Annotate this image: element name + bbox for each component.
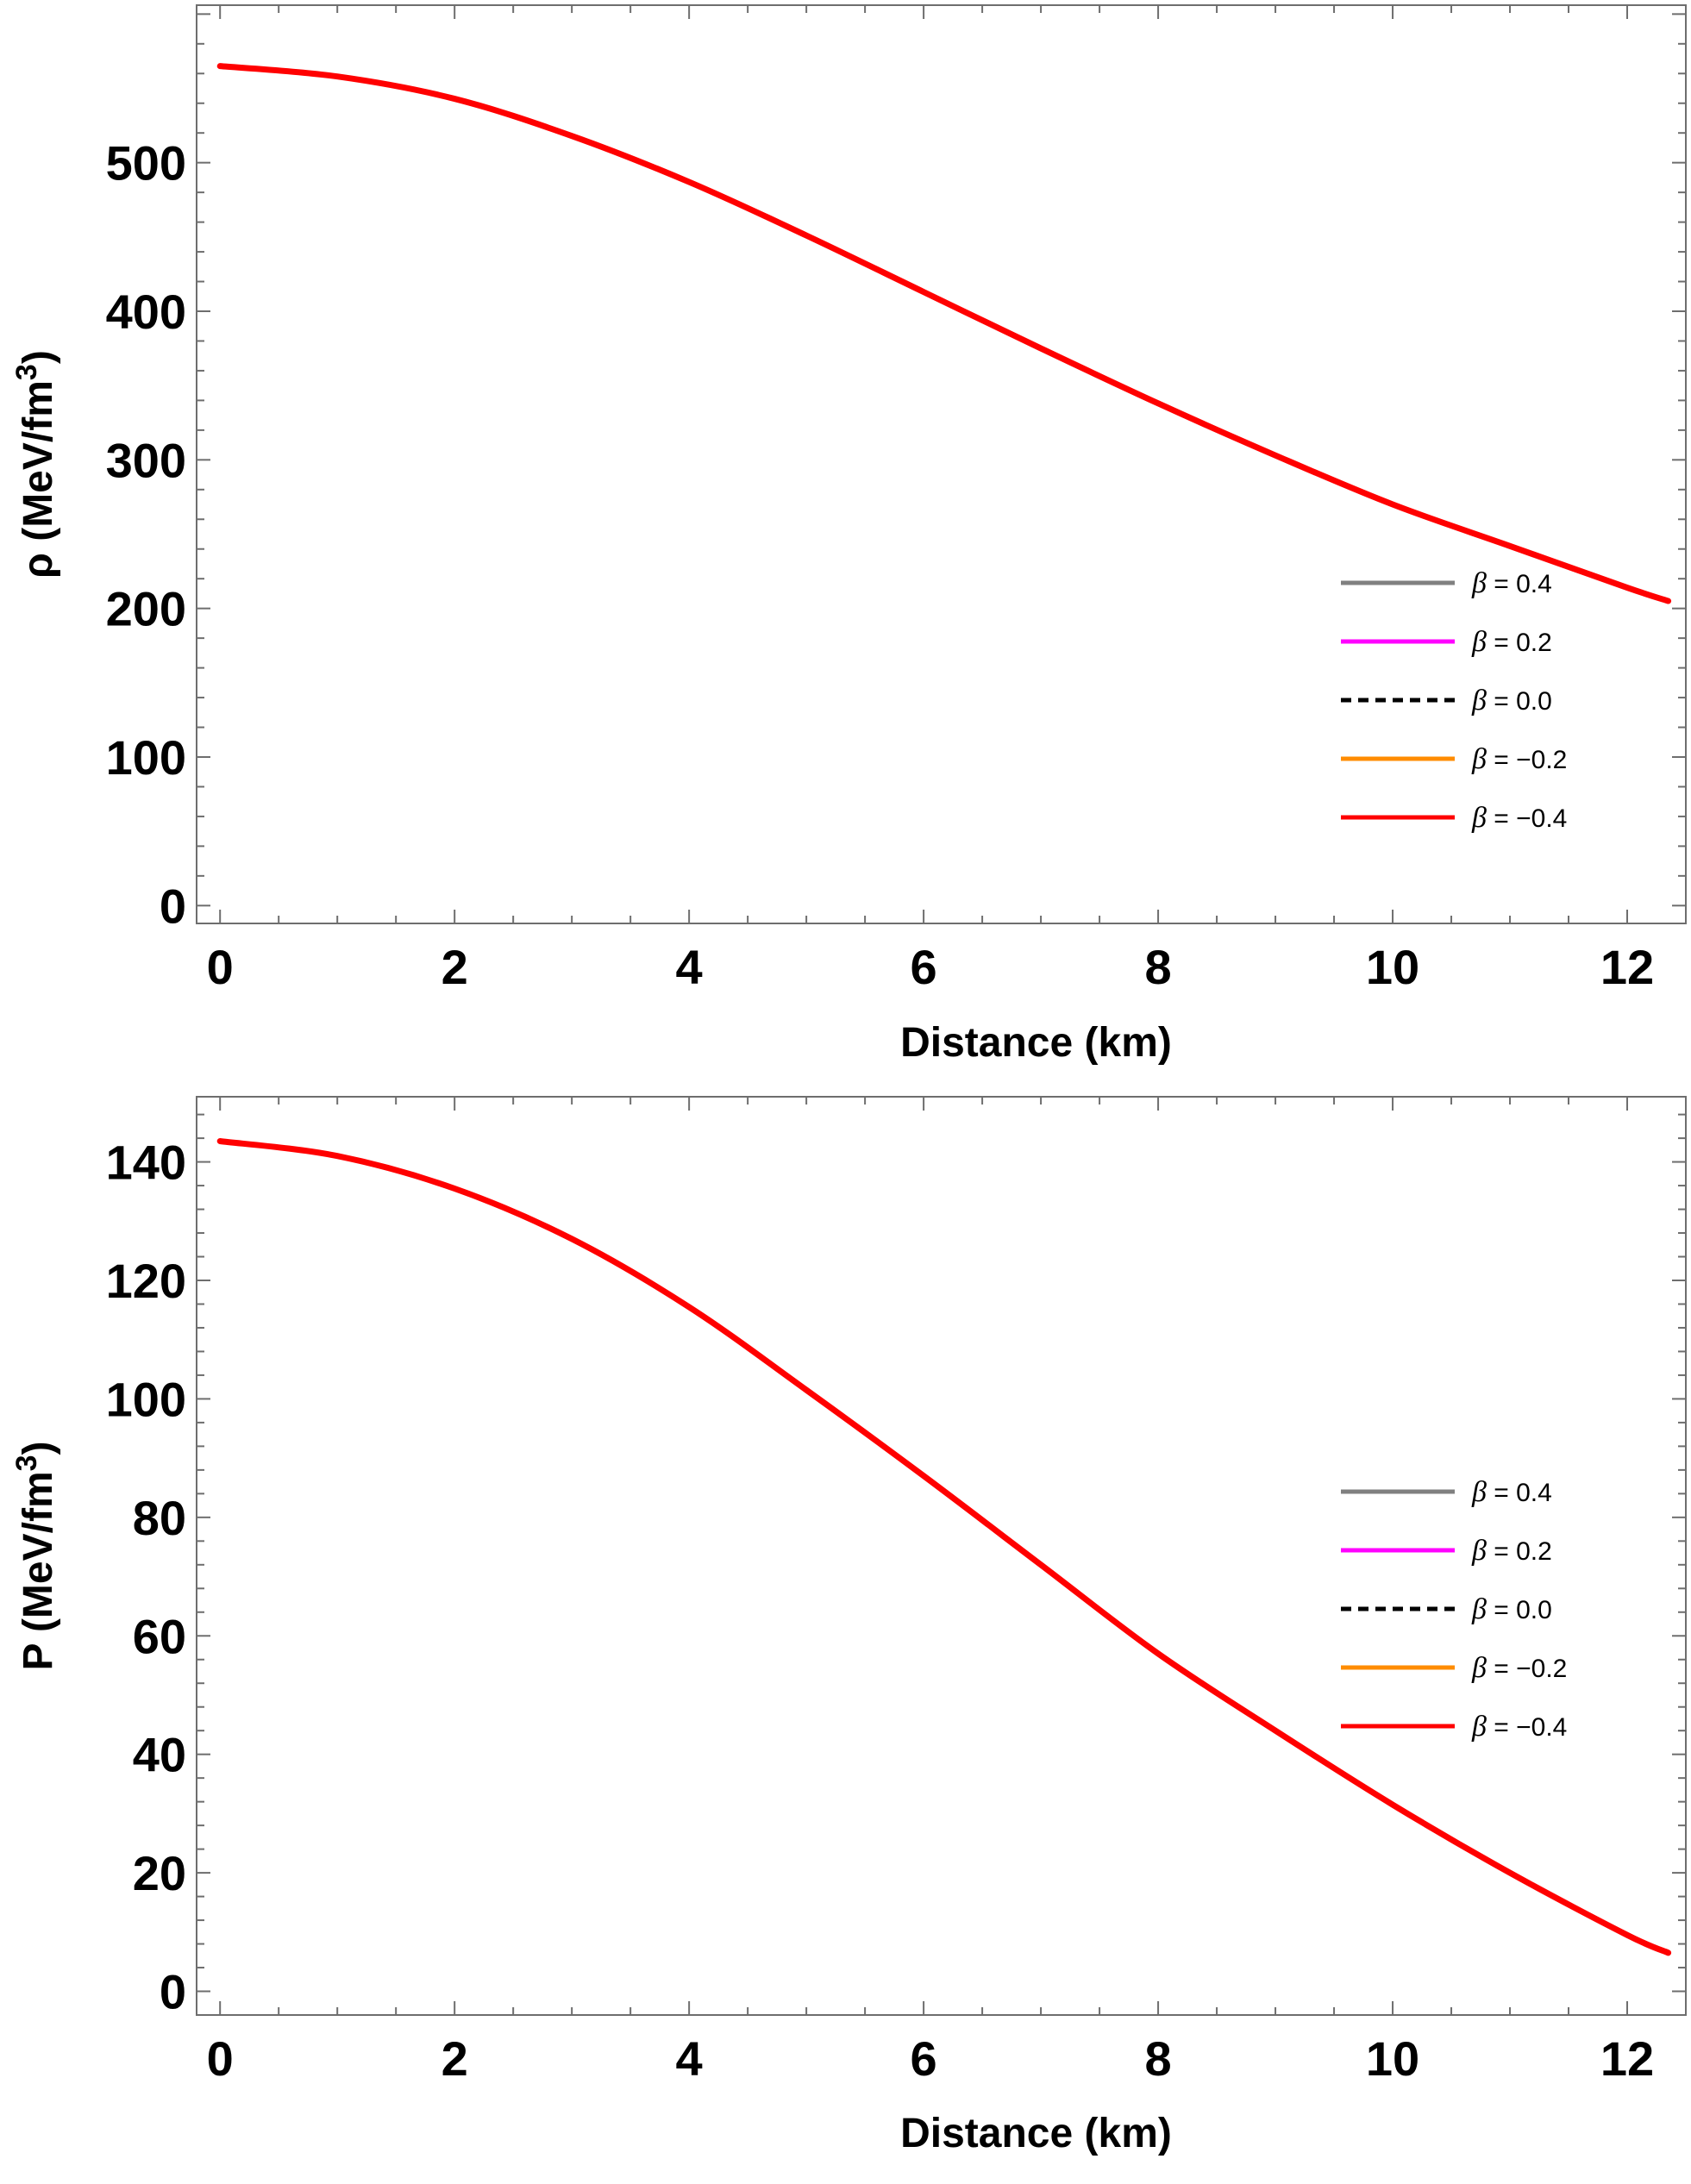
legend-beta-value: = −0.4 [1487, 804, 1567, 833]
legend-beta-value: = −0.2 [1487, 746, 1567, 774]
series-line-1 [217, 64, 1671, 604]
x-tick-label: 8 [1144, 2031, 1171, 2086]
legend-label-4: β = −0.2 [1471, 1652, 1567, 1684]
series-line-1 [217, 1139, 1671, 1956]
y-axis-title: P (MeV/fm3) [10, 1441, 61, 1670]
y-axis-title-main: ρ (MeV/fm [16, 380, 61, 579]
x-tick-label: 0 [207, 2031, 234, 2086]
y-axis-title-exponent: 3 [10, 364, 43, 380]
legend-beta-symbol: β [1471, 1652, 1487, 1684]
legend-beta-symbol: β [1471, 567, 1487, 599]
legend-beta-value: = 0.2 [1487, 629, 1552, 657]
x-tick-label: 4 [676, 940, 703, 994]
legend-beta-value: = 0.2 [1487, 1537, 1552, 1566]
y-tick-label: 60 [133, 1609, 186, 1663]
y-tick-label: 500 [106, 136, 186, 191]
x-axis-title: Distance (km) [900, 2111, 1172, 2156]
x-tick-label: 4 [676, 2031, 703, 2086]
legend-label-5: β = −0.4 [1471, 1711, 1567, 1743]
legend-beta-symbol: β [1471, 685, 1487, 717]
y-tick-label: 300 [106, 433, 186, 487]
legend-beta-value: = −0.2 [1487, 1655, 1567, 1683]
y-axis-title: ρ (MeV/fm3) [10, 350, 61, 579]
series-line-3 [217, 64, 1671, 604]
x-tick-label: 10 [1366, 940, 1419, 994]
legend-beta-symbol: β [1471, 1535, 1487, 1567]
legend-beta-symbol: β [1471, 743, 1487, 775]
x-tick-label: 2 [442, 2031, 468, 2086]
y-axis-title-close: ) [16, 350, 61, 364]
x-tick-label: 2 [442, 940, 468, 994]
y-tick-label: 0 [160, 879, 186, 933]
legend-beta-value: = 0.4 [1487, 1479, 1552, 1507]
legend-beta-value: = 0.0 [1487, 687, 1552, 716]
x-tick-label: 10 [1366, 2031, 1419, 2086]
plot-frame [196, 1096, 1687, 2016]
legend-label-1: β = 0.4 [1471, 1476, 1552, 1508]
series-line-3 [217, 1139, 1671, 1956]
y-axis-title-exponent: 3 [10, 1455, 43, 1471]
legend-label-3: β = 0.0 [1471, 685, 1552, 717]
series-lines [216, 1138, 1672, 1956]
series-line-5 [216, 63, 1672, 604]
legend-beta-symbol: β [1471, 626, 1487, 658]
x-tick-label: 12 [1600, 2031, 1654, 2086]
legend-label-4: β = −0.2 [1471, 743, 1567, 775]
series-line-2 [217, 64, 1671, 604]
legend-label-5: β = −0.4 [1471, 802, 1567, 834]
x-axis-title: Distance (km) [900, 1020, 1172, 1066]
legend-beta-symbol: β [1471, 802, 1487, 834]
y-axis-title-close: ) [16, 1441, 61, 1455]
x-tick-label: 0 [207, 940, 234, 994]
y-tick-label: 200 [106, 582, 186, 636]
legend: β = 0.4β = 0.2β = 0.0β = −0.2β = −0.4 [1341, 567, 1567, 834]
series-line-2 [217, 1139, 1671, 1956]
y-tick-label: 40 [133, 1728, 186, 1782]
y-tick-label: 0 [160, 1965, 186, 2019]
plot-frame [196, 4, 1687, 924]
series-line-5 [216, 1138, 1672, 1956]
y-tick-label: 400 [106, 285, 186, 339]
legend-beta-symbol: β [1471, 1593, 1487, 1625]
x-tick-label: 8 [1144, 940, 1171, 994]
legend-beta-symbol: β [1471, 1711, 1487, 1743]
legend-label-3: β = 0.0 [1471, 1593, 1552, 1625]
y-tick-label: 100 [106, 1372, 186, 1426]
y-tick-label: 140 [106, 1136, 186, 1190]
chart-panel-1: 0 2 4 6 8 10 12 0 100 200 300 400 500 Distance (km) ρ … [10, 4, 1687, 1066]
legend-beta-value: = 0.0 [1487, 1596, 1552, 1624]
series-line-4 [217, 1139, 1671, 1956]
legend-label-2: β = 0.2 [1471, 626, 1552, 658]
y-tick-label: 20 [133, 1846, 186, 1900]
legend-label-1: β = 0.4 [1471, 567, 1552, 599]
legend-beta-value: = −0.4 [1487, 1713, 1567, 1742]
x-tick-label: 6 [911, 940, 937, 994]
x-tick-label: 6 [911, 2031, 937, 2086]
series-lines [216, 63, 1672, 604]
y-axis-title-main: P (MeV/fm [16, 1471, 61, 1670]
legend-beta-value: = 0.4 [1487, 570, 1552, 598]
legend-label-2: β = 0.2 [1471, 1535, 1552, 1567]
y-tick-label: 120 [106, 1254, 186, 1308]
x-tick-label: 12 [1600, 940, 1654, 994]
legend: β = 0.4β = 0.2β = 0.0β = −0.2β = −0.4 [1341, 1476, 1567, 1743]
y-tick-label: 100 [106, 730, 186, 785]
legend-beta-symbol: β [1471, 1476, 1487, 1508]
series-line-4 [217, 64, 1671, 604]
y-tick-label: 80 [133, 1491, 186, 1545]
